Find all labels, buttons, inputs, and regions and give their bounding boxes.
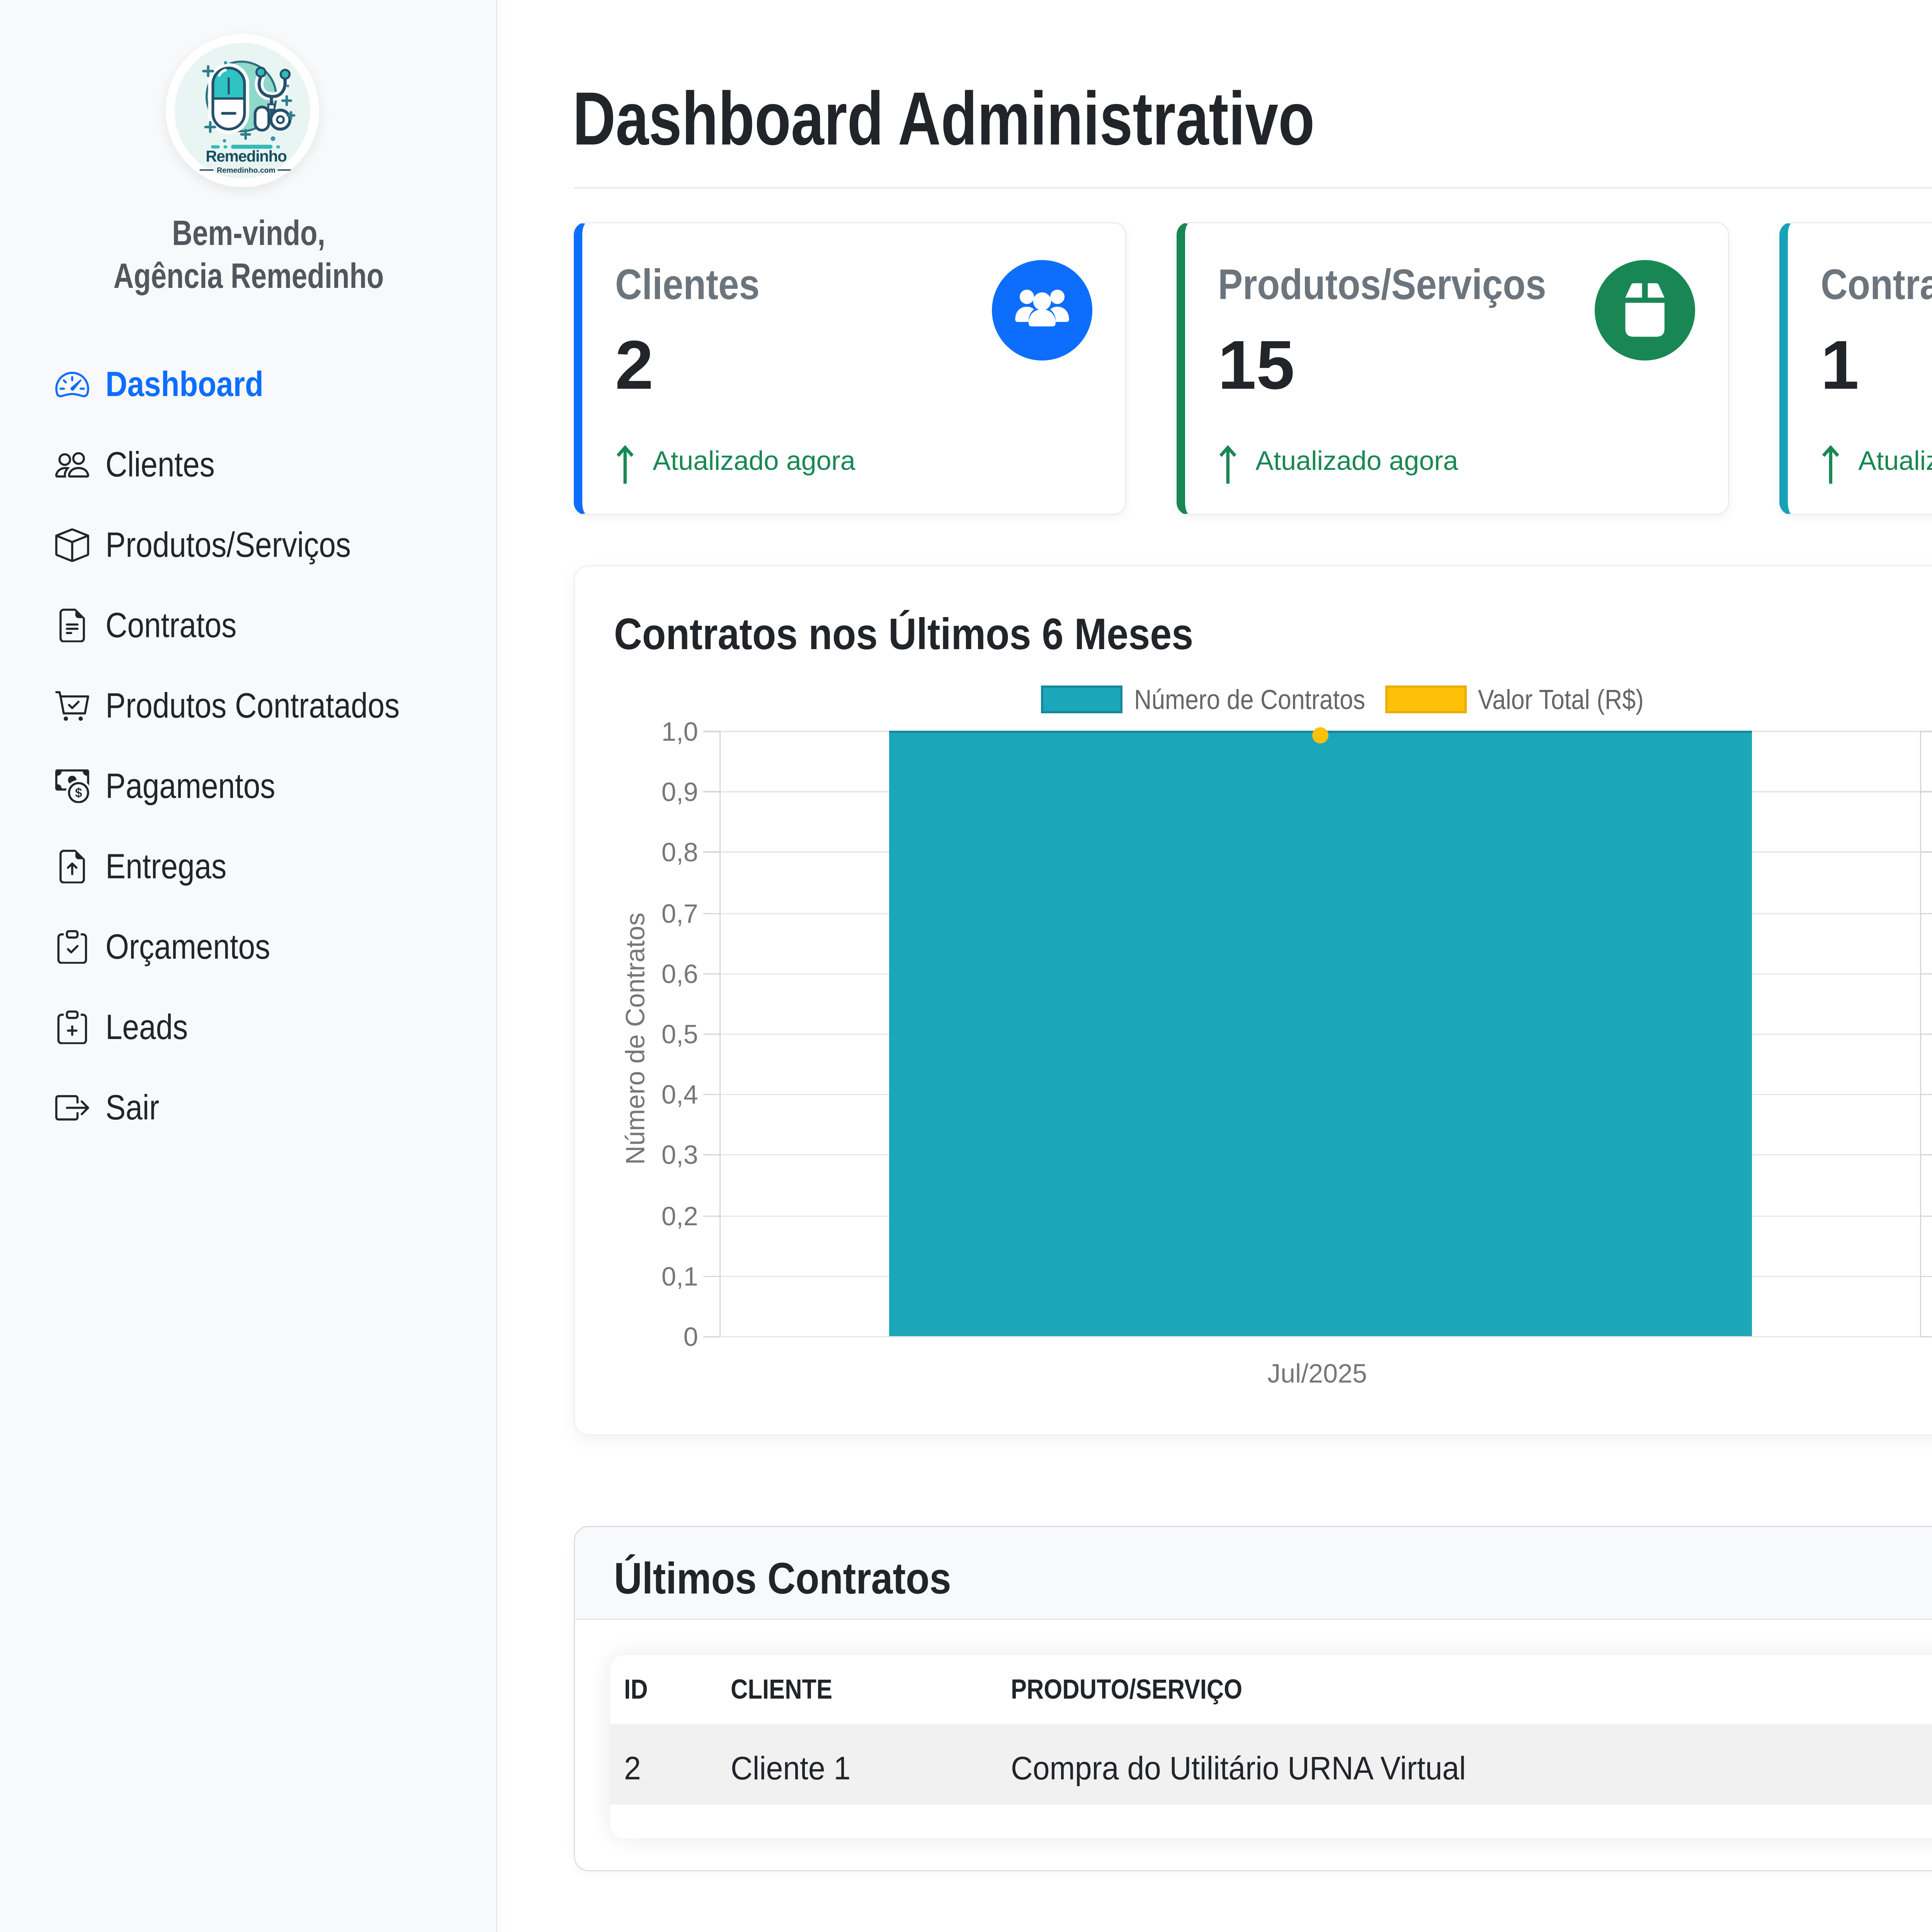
svg-text:Remedinho.com: Remedinho.com	[217, 166, 276, 175]
svg-text:Remedinho: Remedinho	[206, 147, 287, 165]
